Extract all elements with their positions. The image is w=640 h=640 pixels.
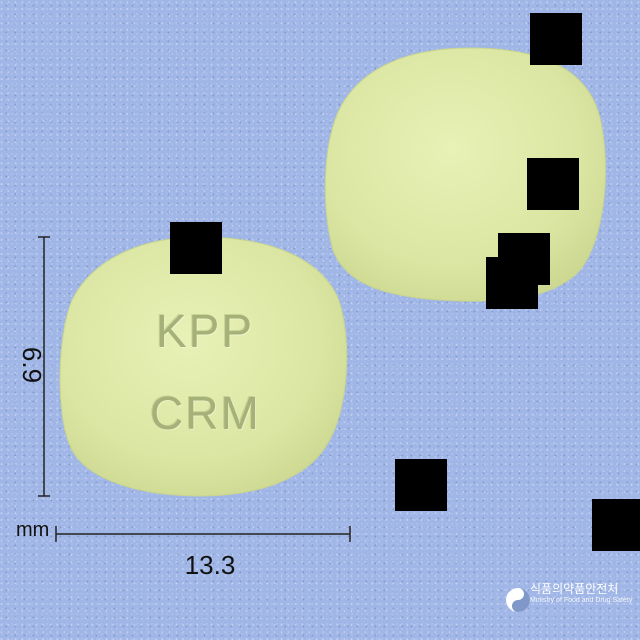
- redaction-block: [527, 158, 579, 210]
- redaction-block: [530, 13, 582, 65]
- mfds-logo-text: 식품의약품안전처 Ministry of Food and Drug Safet…: [530, 582, 638, 606]
- pill-front: [59, 236, 348, 497]
- pill-imprint-line1: KPP: [155, 305, 255, 357]
- redaction-block: [486, 257, 538, 309]
- pill-imprint-line2: CRM: [150, 387, 261, 439]
- width-dimension-line: [55, 526, 351, 542]
- redaction-block: [395, 459, 447, 511]
- unit-label: mm: [16, 519, 50, 541]
- height-dimension-line: [38, 236, 50, 497]
- mfds-emblem-icon: [506, 588, 530, 612]
- height-measurement-label: 6.9: [17, 346, 47, 384]
- width-measurement-label: 13.3: [184, 550, 236, 580]
- logo-korean-text: 식품의약품안전처: [530, 582, 619, 596]
- redaction-block: [592, 499, 640, 551]
- logo-english-text: Ministry of Food and Drug Safety: [530, 597, 633, 604]
- redaction-block: [170, 222, 222, 274]
